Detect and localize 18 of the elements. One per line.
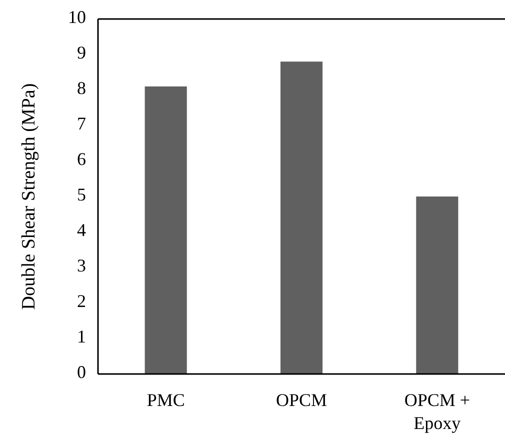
- y-tick-label: 8: [77, 78, 86, 98]
- y-tick-label: 9: [77, 42, 86, 63]
- y-tick-label: 6: [77, 149, 86, 170]
- bar: [416, 196, 458, 374]
- x-tick-label: OPCM + Epoxy: [404, 390, 470, 433]
- bar: [280, 62, 323, 374]
- y-tick-label: 3: [77, 256, 86, 276]
- y-tick-label: 7: [77, 114, 86, 134]
- y-axis-title: Double Shear Strength (MPa): [18, 83, 40, 310]
- y-tick-label: 0: [77, 362, 86, 382]
- y-tick-label: 10: [68, 7, 86, 28]
- y-tick-label: 1: [77, 326, 86, 347]
- x-tick-label: PMC: [146, 390, 185, 410]
- y-tick-label: 2: [77, 291, 86, 312]
- y-tick-label: 5: [77, 184, 86, 205]
- y-tick-label: 4: [77, 220, 86, 240]
- bar: [144, 86, 187, 374]
- x-tick-label: OPCM: [276, 390, 328, 410]
